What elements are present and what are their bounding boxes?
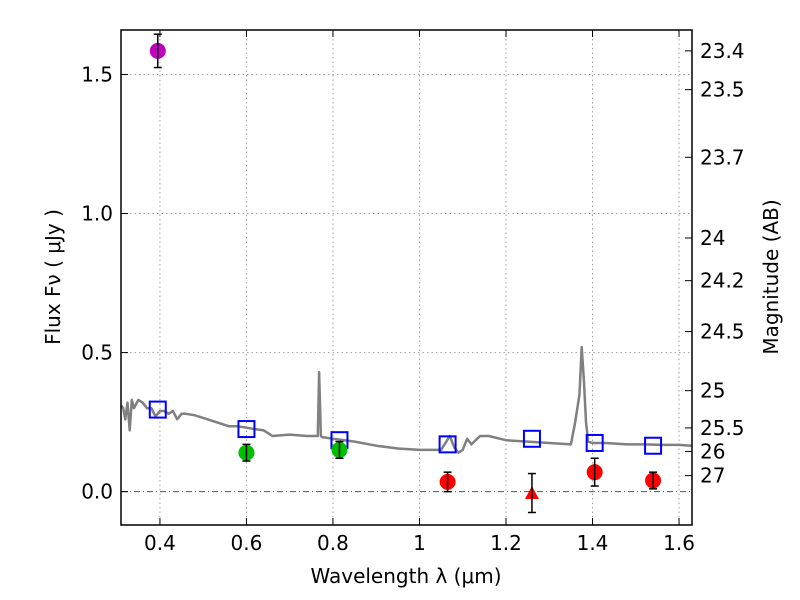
grid-lines bbox=[121, 30, 692, 525]
x-tick-label: 1.2 bbox=[490, 531, 522, 555]
data-marks bbox=[148, 33, 663, 514]
model-photometry-square bbox=[438, 435, 457, 454]
x-tick-label: 1 bbox=[413, 531, 426, 555]
y-axis-label: Flux Fν ( μJy ) bbox=[41, 209, 65, 345]
model-spectrum-line bbox=[120, 345, 693, 454]
mag-tick-label: 24.2 bbox=[700, 269, 745, 293]
x-tick-label: 0.4 bbox=[144, 531, 176, 555]
mag-tick-label: 23.5 bbox=[700, 78, 745, 102]
model-photometry-square bbox=[585, 433, 604, 452]
model-photometry-square bbox=[644, 436, 663, 455]
x-tick-label: 1.4 bbox=[577, 531, 609, 555]
y-tick-label: 1.5 bbox=[81, 62, 113, 86]
mag-tick-label: 24 bbox=[700, 226, 725, 250]
mag-tick-label: 26 bbox=[700, 439, 725, 463]
axis-ticks: 0.4 0.6 0.8 1 1.2 1.4 1.6 0.0 0.5 1.0 1.5 23.4 23.5 2… bbox=[81, 30, 745, 555]
mag-tick-label: 27 bbox=[700, 464, 725, 488]
x-tick-label: 0.6 bbox=[231, 531, 263, 555]
plot-frame bbox=[120, 29, 693, 526]
model-photometry-square bbox=[148, 400, 167, 419]
mag-tick-label: 23.7 bbox=[700, 145, 745, 169]
x-axis-label: Wavelength λ (μm) bbox=[310, 564, 501, 588]
model-spectrum-layer bbox=[120, 345, 693, 454]
y-tick-label: 0.5 bbox=[81, 341, 113, 365]
mag-tick-label: 25.5 bbox=[700, 416, 745, 440]
x-tick-label: 0.8 bbox=[317, 531, 349, 555]
model-photometry-square bbox=[522, 429, 541, 448]
y-tick-label: 0.0 bbox=[81, 480, 113, 504]
y-axis-right-label: Magnitude (AB) bbox=[759, 199, 783, 354]
x-tick-label: 1.6 bbox=[663, 531, 695, 555]
mag-tick-label: 23.4 bbox=[700, 39, 745, 63]
mag-tick-label: 25 bbox=[700, 379, 725, 403]
mag-tick-label: 24.5 bbox=[700, 320, 745, 344]
model-photometry-square bbox=[237, 420, 256, 439]
y-tick-label: 1.0 bbox=[81, 202, 113, 226]
